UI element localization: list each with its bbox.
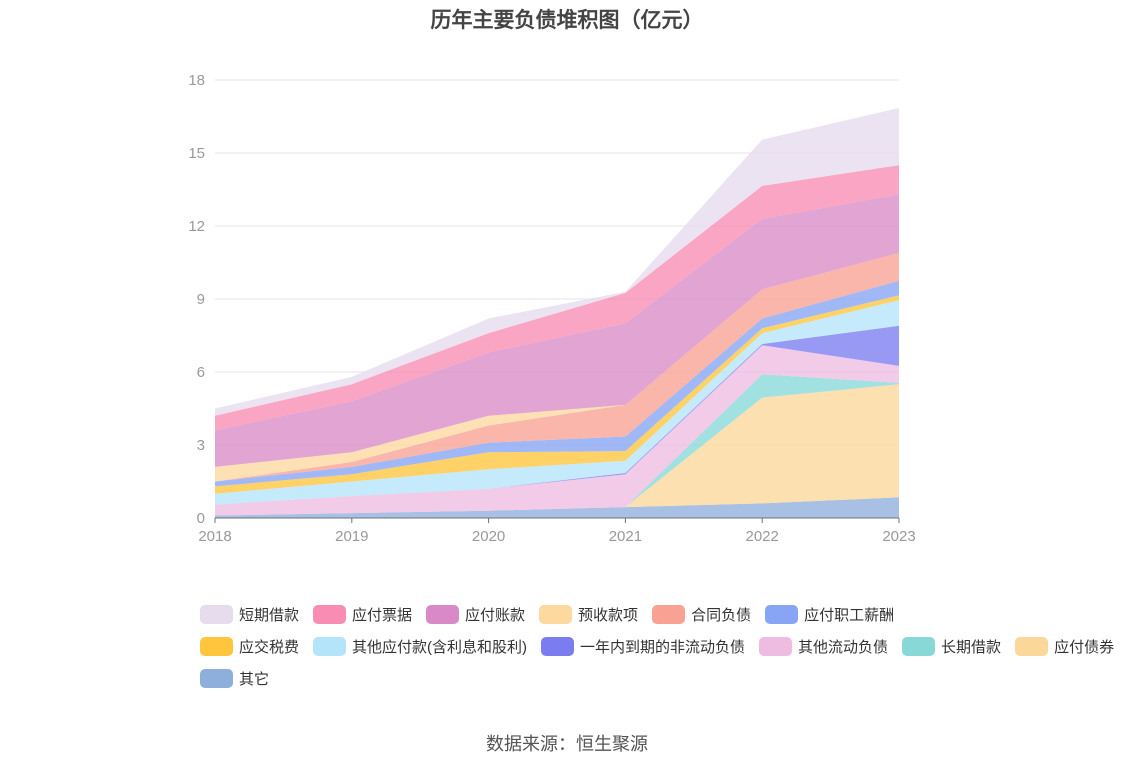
y-tick-label: 3 bbox=[197, 437, 205, 454]
legend-swatch bbox=[765, 604, 799, 624]
legend-row: 应交税费 其他应付款(含利息和股利) 一年内到期的非流动负债 其他流动负债 长期借款 应付… bbox=[200, 630, 1114, 662]
legend-item[interactable]: 应付账款 bbox=[426, 604, 525, 625]
area-series bbox=[215, 497, 899, 518]
legend-label: 其他流动负债 bbox=[798, 638, 889, 656]
x-tick-label: 2018 bbox=[198, 528, 231, 545]
legend-item[interactable]: 其它 bbox=[200, 668, 269, 689]
area-series bbox=[215, 325, 899, 505]
area-series bbox=[215, 384, 899, 516]
area-series bbox=[215, 374, 899, 516]
legend-swatch bbox=[1015, 636, 1049, 656]
legend-swatch bbox=[200, 668, 233, 688]
legend-item[interactable]: 应付职工薪酬 bbox=[765, 604, 894, 625]
legend-row: 短期借款 应付票据 应付账款 预收款项 合同负债 应付职工薪酬 bbox=[200, 598, 960, 630]
legend-item[interactable]: 一年内到期的非流动负债 bbox=[541, 636, 745, 657]
axes: 0 3 6 9 12 15 18 2018 2019 2020 2021 2022 2023 bbox=[188, 72, 915, 545]
y-tick-label: 9 bbox=[197, 291, 205, 308]
area-series bbox=[215, 280, 899, 487]
legend-item[interactable]: 应付票据 bbox=[313, 604, 412, 625]
x-tick-label: 2021 bbox=[609, 528, 642, 545]
legend-swatch bbox=[313, 636, 347, 656]
legend-label: 应付账款 bbox=[465, 606, 526, 624]
legend-label: 短期借款 bbox=[239, 606, 300, 624]
legend-item[interactable]: 预收款项 bbox=[539, 604, 638, 625]
y-tick-label: 0 bbox=[197, 510, 205, 527]
legend-item[interactable]: 短期借款 bbox=[200, 604, 299, 625]
legend-swatch bbox=[539, 604, 573, 624]
area-series bbox=[215, 194, 899, 467]
legend-swatch bbox=[200, 604, 233, 624]
legend-label: 其它 bbox=[239, 670, 270, 688]
legend-label: 长期借款 bbox=[941, 638, 1002, 656]
legend-label: 合同负债 bbox=[691, 606, 752, 624]
area-series bbox=[215, 165, 899, 431]
legend-label: 应交税费 bbox=[239, 638, 300, 656]
legend-item[interactable]: 应交税费 bbox=[200, 636, 299, 657]
area-series bbox=[215, 252, 899, 482]
area-series bbox=[215, 108, 899, 416]
area-series bbox=[215, 295, 899, 494]
legend-item[interactable]: 合同负债 bbox=[652, 604, 751, 625]
legend-swatch bbox=[313, 604, 347, 624]
y-tick-label: 18 bbox=[188, 72, 205, 89]
legend-swatch bbox=[902, 636, 936, 656]
y-tick-label: 6 bbox=[197, 364, 205, 381]
legend-label: 一年内到期的非流动负债 bbox=[580, 638, 746, 656]
legend-label: 其他应付款(含利息和股利) bbox=[352, 638, 528, 656]
source-note: 数据来源：恒生聚源 bbox=[486, 734, 648, 754]
legend: 短期借款 应付票据 应付账款 预收款项 合同负债 应付职工薪酬应交税费 其他应付款(含利息和… bbox=[200, 598, 1114, 694]
legend-item[interactable]: 应付债券 bbox=[1015, 636, 1114, 657]
x-tick-label: 2022 bbox=[746, 528, 779, 545]
area-series bbox=[215, 300, 899, 505]
stacked-areas bbox=[215, 108, 899, 518]
legend-swatch bbox=[541, 636, 575, 656]
legend-label: 应付债券 bbox=[1054, 638, 1115, 656]
legend-label: 应付票据 bbox=[352, 606, 413, 624]
legend-label: 预收款项 bbox=[578, 606, 639, 624]
legend-swatch bbox=[200, 636, 233, 656]
legend-item[interactable]: 长期借款 bbox=[902, 636, 1001, 657]
legend-swatch bbox=[426, 604, 460, 624]
y-tick-label: 15 bbox=[188, 145, 205, 162]
area-series bbox=[215, 345, 899, 516]
x-tick-label: 2019 bbox=[335, 528, 368, 545]
legend-swatch bbox=[759, 636, 793, 656]
chart-svg: 0 3 6 9 12 15 18 2018 2019 2020 2021 2022 2023 bbox=[188, 72, 915, 545]
legend-row: 其它 bbox=[200, 662, 960, 694]
legend-label: 应付职工薪酬 bbox=[804, 606, 895, 624]
x-tick-label: 2020 bbox=[472, 528, 505, 545]
legend-item[interactable]: 其他流动负债 bbox=[759, 636, 888, 657]
legend-swatch bbox=[652, 604, 686, 624]
y-tick-label: 12 bbox=[188, 218, 205, 235]
x-tick-label: 2023 bbox=[882, 528, 915, 545]
chart-title: 历年主要负债堆积图（亿元） bbox=[430, 9, 704, 32]
legend-item[interactable]: 其他应付款(含利息和股利) bbox=[313, 636, 527, 657]
